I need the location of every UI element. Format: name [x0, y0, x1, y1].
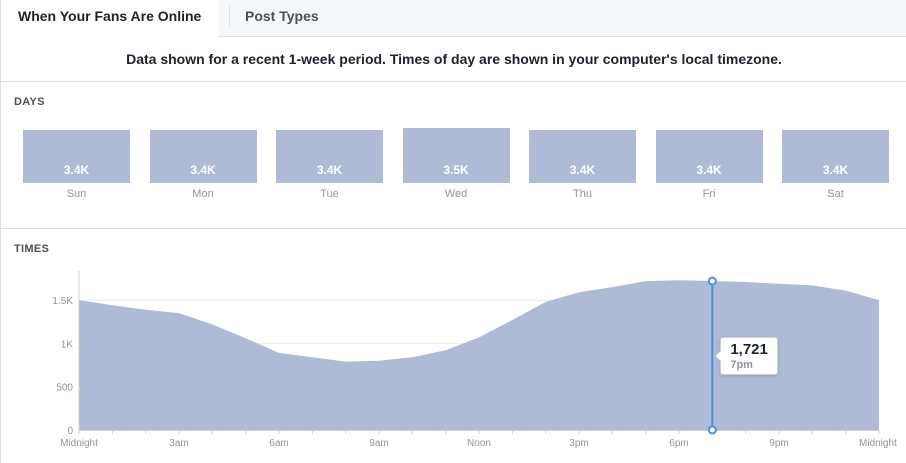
day-name-label: Thu — [573, 188, 592, 200]
hover-tooltip: 1,721 7pm — [715, 336, 779, 375]
day-name-label: Tue — [320, 188, 339, 200]
y-tick-label: 1K — [61, 339, 74, 350]
day-bar — [529, 129, 636, 183]
day-value-label: 3.5K — [443, 163, 469, 177]
day-name-label: Mon — [192, 188, 214, 200]
day-bar — [402, 128, 510, 183]
day-value-label: 3.4K — [569, 163, 596, 177]
day-value-label: 3.4K — [696, 163, 722, 177]
x-tick-label: 3pm — [569, 438, 588, 449]
day-bar — [23, 129, 130, 183]
day-sat[interactable]: 3.4K Sat — [782, 128, 889, 203]
x-tick-label: Noon — [467, 438, 491, 449]
x-tick-label: 9am — [369, 438, 388, 449]
hover-marker-bottom — [707, 425, 717, 435]
hover-marker-top — [707, 276, 717, 286]
y-tick-label: 0 — [67, 426, 73, 437]
x-tick-label: 6am — [269, 438, 288, 449]
day-bar — [655, 129, 763, 183]
x-tick-label: 9pm — [769, 438, 788, 449]
day-fri[interactable]: 3.4K Fri — [655, 128, 763, 203]
day-bar — [149, 129, 257, 183]
x-tick-label: Midnight — [60, 438, 98, 449]
day-tue[interactable]: 3.4K Tue — [276, 128, 383, 203]
x-tick-label: 3am — [169, 438, 188, 449]
y-tick-label: 500 — [56, 383, 73, 394]
day-value-label: 3.4K — [190, 163, 216, 177]
day-name-label: Sat — [827, 188, 844, 200]
y-tick-label: 1.5K — [52, 296, 73, 307]
tab-divider — [229, 5, 230, 27]
day-value-label: 3.4K — [63, 163, 90, 177]
day-mon[interactable]: 3.4K Mon — [149, 128, 257, 203]
day-name-label: Fri — [702, 188, 716, 200]
day-name-label: Wed — [444, 188, 468, 200]
x-tick-label: 6pm — [669, 438, 688, 449]
day-sun[interactable]: 3.4K Sun — [23, 128, 130, 203]
timezone-notice: Data shown for a recent 1-week period. T… — [1, 37, 906, 82]
activity-area — [79, 280, 879, 430]
day-name-label: Sun — [66, 188, 87, 200]
day-value-label: 3.4K — [822, 163, 849, 177]
times-section-label: TIMES — [14, 243, 50, 255]
day-bar — [782, 129, 889, 183]
tooltip-arrow-fill — [716, 349, 723, 362]
day-thu[interactable]: 3.4K Thu — [529, 128, 636, 203]
tooltip-value: 1,721 — [730, 340, 768, 358]
tab-bar: When Your Fans Are Online Post Types — [1, 0, 906, 37]
day-value-label: 3.4K — [316, 163, 343, 177]
section-divider — [1, 228, 906, 229]
tab-post-types[interactable]: Post Types — [245, 8, 319, 24]
tooltip-time: 7pm — [730, 358, 753, 371]
x-tick-label: Midnight — [859, 438, 897, 449]
tab-when-fans-online[interactable]: When Your Fans Are Online — [1, 0, 219, 37]
days-section-label: DAYS — [14, 96, 45, 108]
day-wed[interactable]: 3.5K Wed — [402, 128, 510, 203]
day-bar — [276, 129, 383, 183]
